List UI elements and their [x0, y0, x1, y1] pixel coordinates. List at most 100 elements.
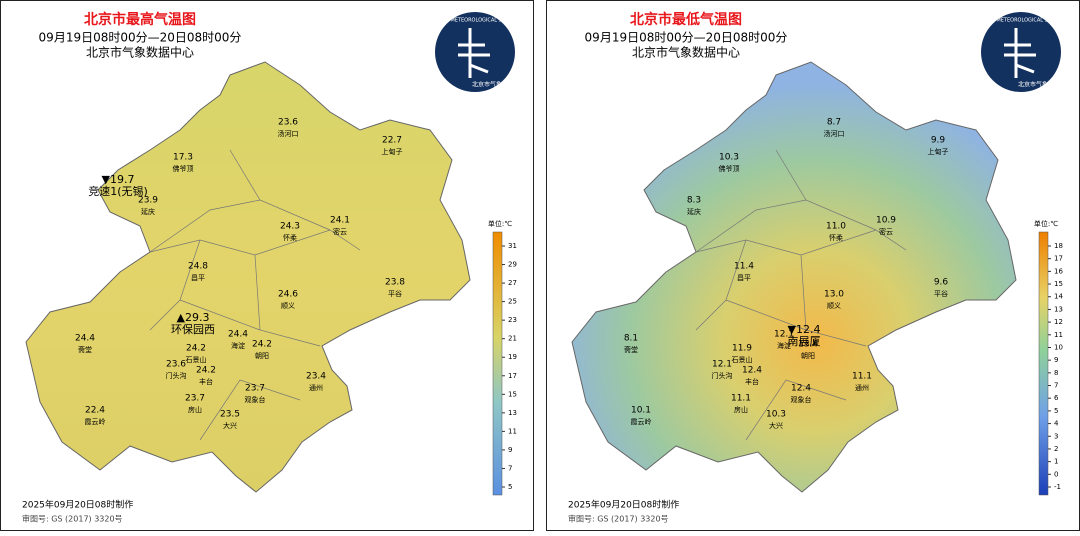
logo: [435, 12, 515, 92]
station-name: 霞云岭: [85, 417, 106, 426]
logo-mark: [458, 28, 490, 78]
station-value: 12.1: [712, 360, 732, 370]
legend-label: 15: [508, 390, 517, 398]
legend-label: 15: [1054, 280, 1063, 288]
station-name: 怀柔: [829, 233, 843, 242]
logo: [981, 12, 1061, 92]
station-name: 密云: [879, 227, 893, 236]
legend-label: 11: [508, 427, 517, 435]
logo-en: BEIJING METEOROLOGICAL SERVICE: [430, 18, 520, 24]
station-name: 竞速1(无锡): [88, 184, 148, 198]
station-value: 24.2: [196, 366, 216, 376]
station-value: 24.1: [330, 216, 350, 226]
station-name: 大兴: [223, 421, 237, 430]
district-borders: [695, 149, 907, 441]
station-name: 顺义: [827, 302, 841, 310]
district-borders: [149, 149, 361, 441]
map-subtitle: 09月19日08时00分—20日08时00分: [585, 31, 788, 45]
station-name: 密云: [333, 227, 347, 236]
legend-label: 31: [508, 242, 517, 250]
station-value: 23.8: [385, 278, 405, 288]
station-name: 门头沟: [712, 371, 733, 380]
station-value: 10.1: [631, 406, 651, 416]
station-value: 8.7: [827, 118, 841, 128]
station-value: 11.1: [852, 372, 872, 382]
station-value: 13.0: [824, 290, 844, 300]
approval-number: 审图号: GS (2017) 3320号: [22, 514, 123, 524]
legend-label: 4: [1054, 420, 1059, 428]
station-value: 23.5: [220, 410, 240, 420]
legend-label: 29: [508, 261, 517, 269]
station-value: 12.4: [791, 384, 811, 394]
station-value: 24.4: [75, 334, 95, 344]
legend-label: 17: [1054, 255, 1063, 263]
station-value: 17.3: [173, 153, 193, 163]
station-value: 24.8: [188, 262, 208, 272]
station-name: 房山: [188, 405, 202, 414]
legend-label: 17: [508, 372, 517, 380]
map-title: 北京市最高气温图: [84, 11, 196, 28]
legend-label: 16: [1054, 267, 1063, 275]
station-name: 斋堂: [78, 345, 92, 354]
station-name: 佛爷顶: [719, 164, 740, 173]
station-name: 平谷: [388, 289, 402, 298]
station-name: 朝阳: [255, 351, 269, 360]
station-name: 斋堂: [624, 345, 638, 354]
station-value: 22.7: [382, 136, 402, 146]
legend-label: 7: [508, 464, 512, 472]
station-name: 石景山: [732, 355, 753, 364]
legend-label: 7: [1054, 382, 1058, 390]
footer-date: 2025年09月20日08时制作: [568, 499, 679, 511]
legend-label: 3: [1054, 432, 1058, 440]
station-name: 丰台: [745, 377, 759, 386]
station-name: 延庆: [687, 207, 701, 216]
station-name: 海淀: [231, 341, 245, 350]
approval-number: 审图号: GS (2017) 3320号: [568, 514, 669, 524]
station-name: 汤河口: [824, 129, 845, 138]
legend-label: 27: [508, 279, 517, 287]
station-value: 12.4: [742, 366, 762, 376]
station-name: 海淀: [777, 341, 791, 350]
legend-label: 13: [1054, 305, 1063, 313]
station-name: 朝阳: [801, 351, 815, 360]
legend-label: 23: [508, 316, 517, 324]
station-name: 石景山: [186, 355, 207, 364]
station-value: 11.0: [826, 222, 846, 232]
station-value: 23.9: [138, 196, 158, 206]
station-name: 上甸子: [928, 147, 949, 156]
station-name: 大兴: [769, 421, 783, 430]
region-map: [571, 61, 1017, 493]
station-value: 9.6: [934, 278, 949, 288]
data-center: 北京市气象数据中心: [632, 45, 740, 60]
station-name: 南展厦: [788, 335, 821, 348]
station-value: 13.4: [798, 340, 818, 350]
logo-mark: [1004, 28, 1036, 78]
logo-cn: 北京市气象局: [472, 81, 508, 89]
logo-en: BEIJING METEOROLOGICAL SERVICE: [976, 18, 1066, 24]
station-name: 门头沟: [166, 371, 187, 380]
logo-cn: 北京市气象局: [1018, 81, 1054, 89]
station-name: 观象台: [245, 395, 266, 404]
map-subtitle: 09月19日08时00分—20日08时00分: [39, 31, 242, 45]
legend-label: 18: [1054, 242, 1063, 250]
legend-label: 21: [508, 335, 517, 343]
station-value: 10.3: [766, 410, 786, 420]
legend-label: 0: [1054, 470, 1058, 478]
legend-bar: [492, 231, 503, 496]
station-value: 23.6: [278, 118, 298, 128]
station-value: 8.1: [624, 334, 638, 344]
legend-label: 10: [1054, 343, 1063, 351]
footer-date: 2025年09月20日08时制作: [22, 499, 133, 511]
station-value: 11.4: [734, 262, 754, 272]
map-title: 北京市最低气温图: [630, 11, 742, 28]
legend-label: 12: [1054, 318, 1063, 326]
legend-label: 19: [508, 353, 517, 361]
legend-unit: 单位:℃: [1034, 219, 1058, 228]
legend-label: 1: [1054, 458, 1058, 466]
data-center: 北京市气象数据中心: [86, 45, 194, 60]
station-name: 观象台: [791, 395, 812, 404]
station-value: 24.2: [186, 344, 206, 354]
station-name: 平谷: [934, 289, 948, 298]
